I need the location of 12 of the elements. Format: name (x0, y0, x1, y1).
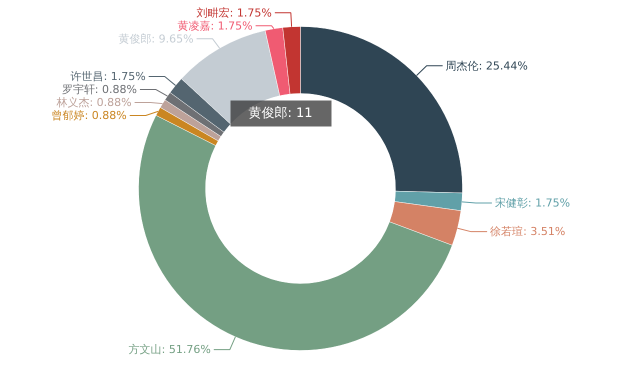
slice-label: 宋健彰: 1.75% (494, 196, 570, 210)
slice-label: 黄俊郎: 9.65% (118, 32, 194, 46)
slice-label: 方文山: 51.76% (128, 343, 211, 356)
slice-label: 罗宇轩: 0.88% (62, 83, 137, 96)
slice-label: 徐若瑄: 3.51% (490, 225, 566, 238)
slice-label: 曾郁婷: 0.88% (52, 109, 127, 122)
text: 黄俊郎: 11 (248, 105, 313, 121)
slice-label: 周杰伦: 25.44% (446, 59, 528, 72)
slice-label: 林义杰: 0.88% (55, 96, 132, 110)
slice-label: 黄凌嘉: 1.75% (177, 19, 253, 32)
slice-label: 许世昌: 1.75% (70, 70, 146, 84)
slice-label: 刘畊宏: 1.75% (196, 6, 272, 20)
